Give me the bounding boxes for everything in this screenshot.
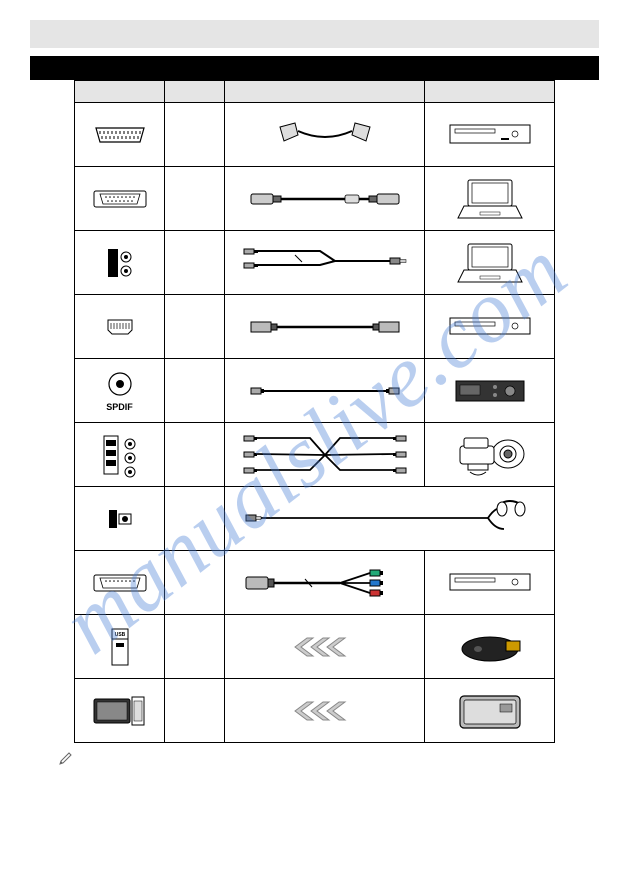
ypbpr-cable-icon: [240, 563, 410, 603]
av-cable-icon: [240, 430, 410, 480]
table-row: USB: [75, 615, 555, 679]
scart-port-icon: [90, 120, 150, 150]
spdif-port-icon: [103, 370, 137, 400]
table-header: [75, 81, 555, 103]
header-black-bar: [30, 56, 599, 80]
table-row: [75, 423, 555, 487]
usb-stick-icon: [450, 627, 530, 667]
laptop-icon: [450, 238, 530, 288]
hdmi-port-icon: [102, 312, 138, 342]
th-connector: [75, 81, 165, 103]
table-row: [75, 231, 555, 295]
vga-port-icon: [90, 185, 150, 213]
rca-to-jack-cable-icon: [240, 241, 410, 285]
th-type: [165, 81, 225, 103]
header-gray-bar: [30, 20, 599, 48]
th-device: [425, 81, 555, 103]
dvd-player-icon: [445, 568, 535, 598]
camcorder-icon: [450, 428, 530, 482]
th-cable: [225, 81, 425, 103]
table-row: [75, 167, 555, 231]
svg-text:USB: USB: [114, 632, 125, 638]
laptop-icon: [450, 174, 530, 224]
table-row: [75, 103, 555, 167]
spdif-label: SPDIF: [106, 402, 133, 412]
vga-cable-icon: [245, 184, 405, 214]
usb-port-icon: USB: [102, 625, 138, 669]
hdmi-cable-icon: [245, 313, 405, 341]
spdif-cable-icon: [245, 380, 405, 402]
table-row: [75, 487, 555, 551]
table-row: SPDIF: [75, 359, 555, 423]
dvd-player-icon: [445, 312, 535, 342]
table-row: [75, 551, 555, 615]
amplifier-icon: [450, 373, 530, 409]
table-row: [75, 679, 555, 743]
ci-card-icon: [452, 688, 528, 734]
dvd-player-icon: [445, 117, 535, 152]
ypbpr-port-icon: [90, 569, 150, 597]
note-area: [30, 751, 599, 767]
chevron-left-icon: [285, 698, 365, 724]
chevron-left-icon: [285, 634, 365, 660]
page: SPDIF: [0, 0, 629, 893]
ci-slot-icon: [90, 691, 150, 731]
pencil-icon: [58, 751, 74, 767]
headphone-cable-icon: [240, 499, 540, 539]
audio-port-icon: [100, 243, 140, 283]
av-port-icon: [98, 432, 142, 478]
table-row: [75, 295, 555, 359]
headphone-port-icon: [103, 504, 137, 534]
scart-cable-icon: [260, 115, 390, 155]
connection-table: SPDIF: [74, 80, 555, 743]
